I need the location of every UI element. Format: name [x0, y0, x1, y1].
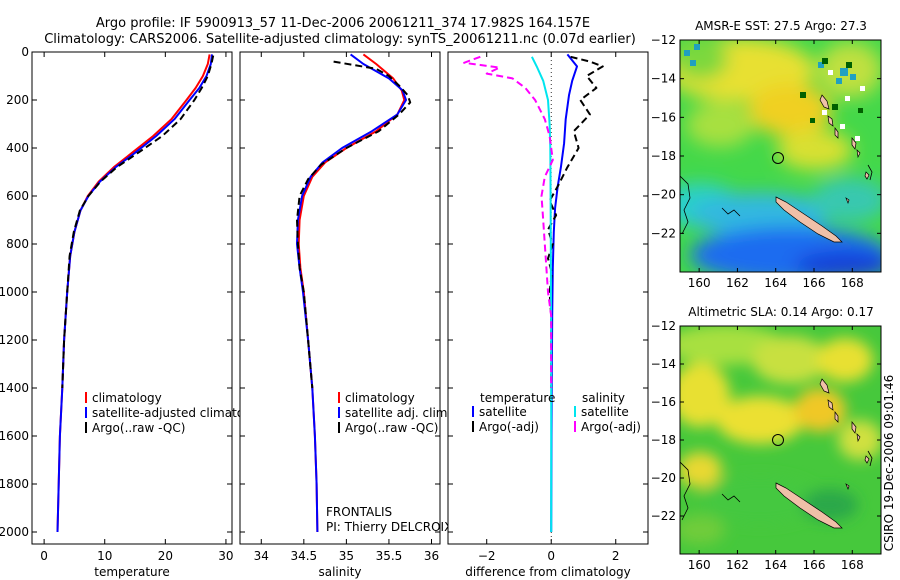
map-y-tick-label: −22: [651, 509, 676, 523]
map-x-tick-label: 162: [726, 276, 749, 290]
sst-map-field: [680, 40, 881, 272]
x-tick-label: −2: [478, 549, 496, 563]
map-x-tick-label: 168: [841, 558, 864, 572]
difference-panel: −2 0 2 difference from climatology temperatu…: [447, 51, 649, 579]
y-tick-label: 600: [6, 189, 29, 203]
x-tick-label: 34: [254, 549, 269, 563]
temperature-x-axis-label: temperature: [94, 565, 169, 579]
legend-entry: Argo(-adj): [479, 420, 539, 434]
y-tick-label: 1200: [0, 333, 29, 347]
map-x-tick-label: 162: [726, 558, 749, 572]
salinity-axes-frame: [239, 51, 441, 545]
salinity-panel: 34 34.5 35 35.5 36 salinity climatologysatelli…: [239, 51, 452, 579]
sst-map-title: AMSR-E SST: 27.5 Argo: 27.3: [695, 19, 867, 33]
series-line: [531, 56, 553, 532]
legend-entry: Argo(..raw -QC): [92, 421, 185, 435]
map-x-tick-label: 166: [803, 276, 826, 290]
x-tick-label: 2: [612, 549, 620, 563]
temperature-panel: 0 10 20 30 0 200 400 600 800 1000 1200 1400 1600 1800…: [0, 45, 270, 579]
series-line: [61, 55, 215, 389]
float-project-label: FRONTALIS: [326, 505, 392, 519]
map-x-tick-label: 168: [841, 276, 864, 290]
y-tick-label: 200: [6, 93, 29, 107]
x-tick-label: 0: [547, 549, 555, 563]
y-tick-label: 0: [21, 45, 29, 59]
difference-x-axis-label: difference from climatology: [465, 565, 631, 579]
x-tick-label: 35: [339, 549, 354, 563]
pi-name-label: PI: Thierry DELCROIX: [326, 520, 452, 534]
y-tick-label: 1600: [0, 429, 29, 443]
map-y-tick-label: −16: [651, 110, 676, 124]
y-tick-label: 2000: [0, 525, 29, 539]
series-line: [296, 60, 412, 389]
map-y-tick-label: −16: [651, 395, 676, 409]
legend-entry: climatology: [92, 391, 162, 405]
y-tick-label: 1400: [0, 381, 29, 395]
y-tick-label: 400: [6, 141, 29, 155]
map-y-tick-label: −18: [651, 433, 676, 447]
legend-entry: satellite-adjusted climatology: [92, 406, 270, 420]
map-y-tick-label: −12: [651, 319, 676, 333]
map-y-tick-label: −14: [651, 72, 676, 86]
figure-title-line-2: Climatology: CARS2006. Satellite-adjuste…: [44, 32, 636, 47]
side-timestamp: CSIRO 19-Dec-2006 09:01:46: [882, 375, 896, 552]
y-tick-label: 800: [6, 237, 29, 251]
x-tick-label: 35.5: [376, 549, 403, 563]
x-tick-label: 0: [40, 549, 48, 563]
x-tick-label: 20: [158, 549, 173, 563]
x-tick-label: 30: [218, 549, 233, 563]
temperature-axes-frame: [31, 51, 233, 545]
difference-axes-frame: [447, 51, 649, 545]
y-tick-label: 1000: [0, 285, 29, 299]
map-x-tick-label: 164: [764, 276, 787, 290]
x-tick-label: 36: [424, 549, 439, 563]
series-line: [463, 55, 554, 388]
sst-map-panel: AMSR-E SST: 27.5 Argo: 27.3: [651, 19, 882, 290]
legend-entry: satellite: [479, 405, 527, 419]
profile-panels: 0 10 20 30020040060080010001200140016001800…: [0, 45, 649, 579]
x-tick-label: 10: [97, 549, 112, 563]
sla-map-title: Altimetric SLA: 0.14 Argo: 0.17: [688, 305, 873, 319]
series-line: [296, 53, 407, 533]
map-x-tick-label: 164: [764, 558, 787, 572]
salinity-x-axis-label: salinity: [318, 565, 361, 579]
map-y-tick-label: −14: [651, 357, 676, 371]
x-tick-label: 34.5: [290, 549, 317, 563]
legend-entry: satellite adj. clim.: [345, 406, 451, 420]
legend-entry: Argo(..raw -QC): [345, 421, 438, 435]
legend-entry: satellite: [581, 405, 629, 419]
map-y-tick-label: −20: [651, 188, 676, 202]
sla-map-field: [680, 326, 881, 554]
legend-heading-salinity: salinity: [582, 391, 625, 405]
map-y-tick-label: −12: [651, 33, 676, 47]
map-x-tick-label: 160: [688, 276, 711, 290]
legend-entry: Argo(-adj): [581, 420, 641, 434]
y-tick-label: 1800: [0, 477, 29, 491]
map-x-tick-label: 166: [803, 558, 826, 572]
legend-heading-temperature: temperature: [480, 391, 555, 405]
map-y-tick-label: −22: [651, 226, 676, 240]
legend-entry: climatology: [345, 391, 415, 405]
sla-map-panel: Altimetric SLA: 0.14 Argo: 0.17: [651, 305, 882, 572]
map-y-tick-label: −20: [651, 471, 676, 485]
map-x-tick-label: 160: [688, 558, 711, 572]
map-y-tick-label: −18: [651, 149, 676, 163]
figure-title-line-1: Argo profile: IF 5900913_57 11-Dec-2006 …: [96, 16, 590, 31]
